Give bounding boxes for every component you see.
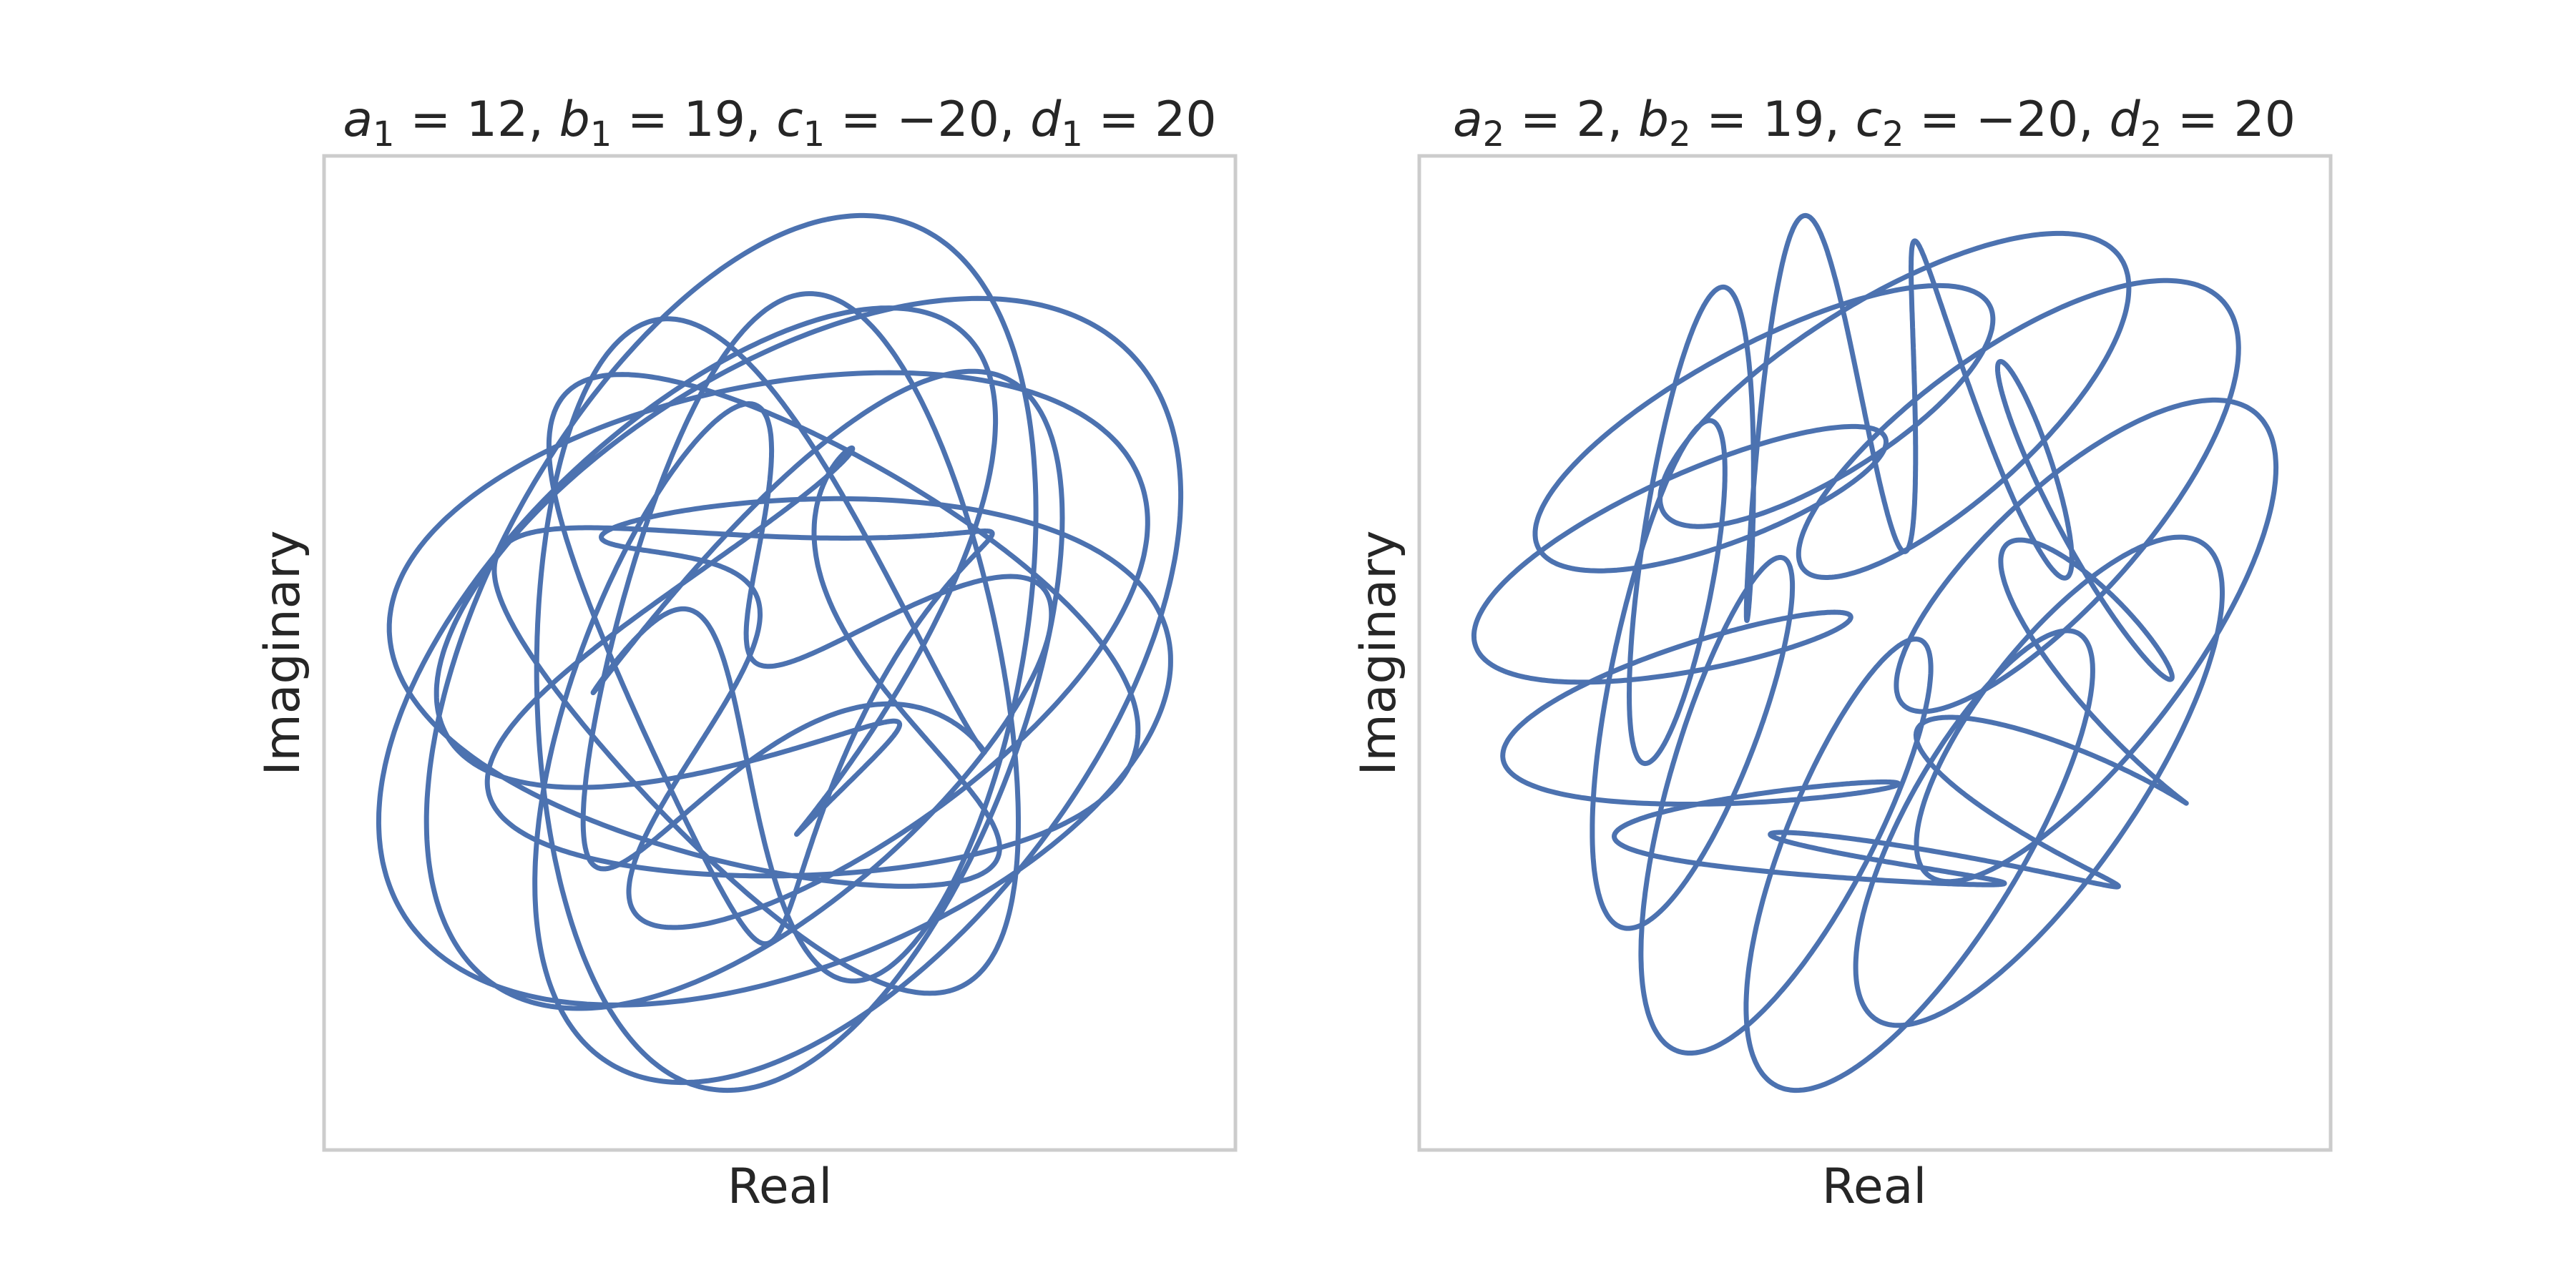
subplot-2: a2 = 2, b2 = 19, c2 = −20, d2 = 20 Real … bbox=[1351, 92, 2333, 1215]
subplot-2-xlabel: Real bbox=[1822, 1159, 1927, 1215]
subplot-2-title: a2 = 2, b2 = 19, c2 = −20, d2 = 20 bbox=[1453, 92, 2296, 154]
subplot-1-ylabel: Imaginary bbox=[255, 531, 311, 776]
subplot-1-xlabel: Real bbox=[728, 1159, 833, 1215]
subplot-1: a1 = 12, b1 = 19, c1 = −20, d1 = 20 Real… bbox=[255, 92, 1238, 1215]
subplot-2-ylabel: Imaginary bbox=[1351, 531, 1407, 776]
subplot-1-series-line bbox=[376, 212, 1184, 1093]
subplot-2-series-line bbox=[1471, 212, 2279, 1093]
subplot-2-frame bbox=[1417, 154, 2333, 1152]
subplot-1-title: a1 = 12, b1 = 19, c1 = −20, d1 = 20 bbox=[343, 92, 1216, 154]
